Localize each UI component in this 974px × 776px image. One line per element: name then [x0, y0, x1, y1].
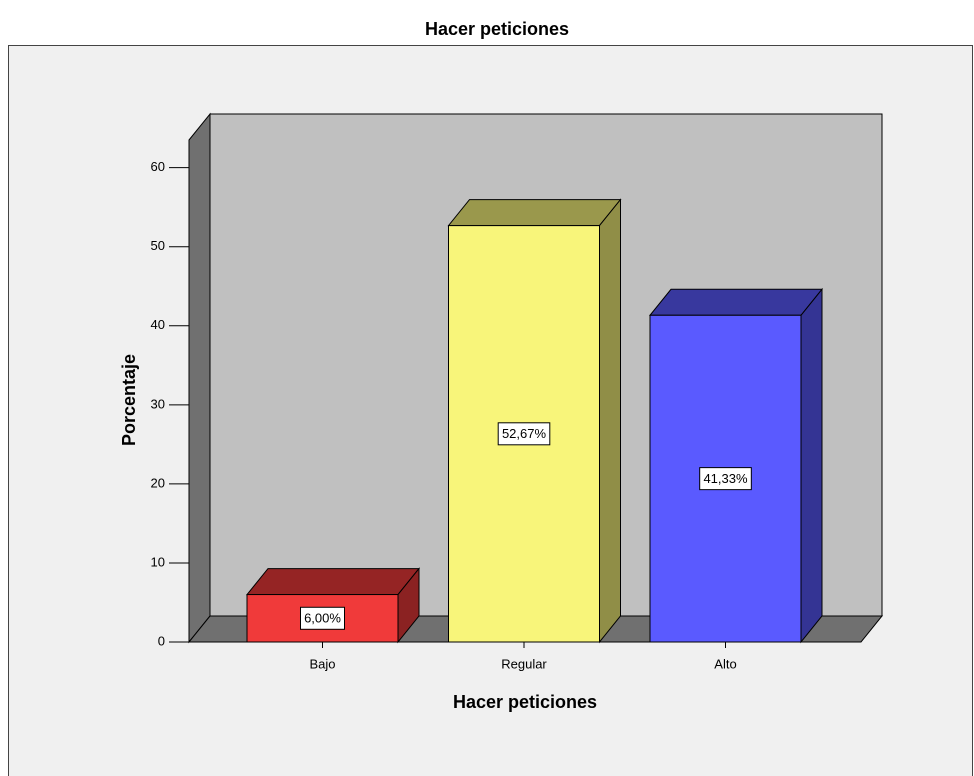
y-tick-label: 20: [151, 475, 165, 490]
value-label-box: [497, 422, 551, 446]
value-label: 6,00%: [304, 611, 341, 626]
y-tick-label: 0: [158, 633, 165, 648]
left-wall: [188, 112, 211, 644]
x-tick-label: Regular: [501, 656, 547, 671]
bar-top: [447, 199, 622, 227]
value-label-box: [699, 467, 752, 491]
y-tick-label: 60: [151, 159, 165, 174]
plot: 0 10 20 30 40 50 60 6,00% Bajo 52,67% Regular 41,33…: [151, 112, 884, 671]
value-label: 41,33%: [703, 471, 748, 486]
y-axis-title: Porcentaje: [119, 354, 139, 446]
x-axis-title: Hacer peticiones: [453, 692, 597, 712]
chart-title: Hacer peticiones: [425, 19, 569, 39]
value-label: 52,67%: [502, 426, 547, 441]
bar: [648, 287, 824, 644]
bar: [245, 567, 421, 644]
bar-side: [599, 198, 621, 644]
y-tick-label: 30: [151, 396, 165, 411]
bar-top: [648, 288, 824, 316]
bar-side: [800, 287, 823, 644]
x-tick-label: Alto: [714, 656, 736, 671]
bar-top: [245, 568, 421, 596]
y-tick-label: 10: [151, 554, 165, 569]
x-tick-label: Bajo: [309, 656, 335, 671]
value-label-box: [300, 606, 345, 630]
y-tick-label: 50: [151, 238, 165, 253]
bar: [447, 198, 622, 644]
y-tick-label: 40: [151, 317, 165, 332]
